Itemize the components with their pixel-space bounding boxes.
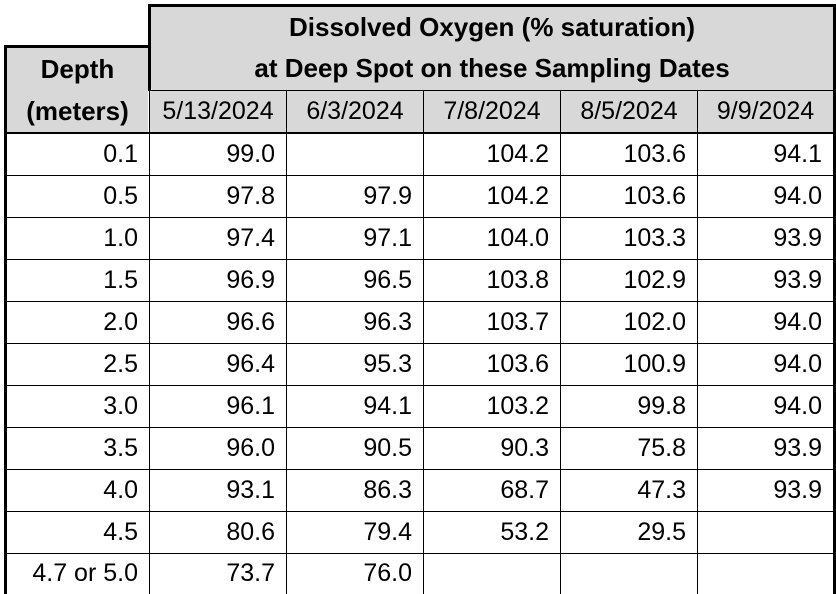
do-value-cell: 97.4 — [149, 216, 287, 260]
depth-header-line2: (meters) — [26, 96, 129, 126]
do-value-cell: 53.2 — [423, 510, 561, 554]
do-value-cell: 97.8 — [149, 174, 287, 218]
do-value-cell: 94.0 — [696, 342, 836, 386]
do-value-cell: 93.9 — [696, 216, 836, 260]
do-value-cell: 96.9 — [149, 258, 287, 302]
table-title-line1: Dissolved Oxygen (% saturation) — [289, 12, 695, 43]
table-title-cell: Dissolved Oxygen (% saturation) at Deep … — [147, 4, 836, 91]
table-row: 4.5 80.6 79.4 53.2 29.5 — [4, 510, 836, 554]
do-value-cell: 103.2 — [423, 384, 561, 428]
do-value-cell: 102.9 — [560, 258, 698, 302]
do-value-cell: 96.0 — [149, 426, 287, 470]
dissolved-oxygen-table: Dissolved Oxygen (% saturation) at Deep … — [4, 4, 836, 594]
do-value-cell: 96.1 — [149, 384, 287, 428]
table-row: 4.7 or 5.0 73.7 76.0 — [4, 552, 836, 594]
depth-cell: 1.5 — [4, 258, 150, 302]
table-row: 0.1 99.0 104.2 103.6 94.1 — [4, 132, 836, 176]
date-header-7-8-2024: 7/8/2024 — [423, 89, 561, 134]
table-row: 4.0 93.1 86.3 68.7 47.3 93.9 — [4, 468, 836, 512]
do-value-cell — [696, 552, 836, 594]
do-value-cell: 96.6 — [149, 300, 287, 344]
do-value-cell: 73.7 — [149, 552, 287, 594]
do-value-cell: 103.8 — [423, 258, 561, 302]
do-value-cell: 93.9 — [696, 426, 836, 470]
do-value-cell — [423, 552, 561, 594]
depth-cell: 2.5 — [4, 342, 150, 386]
do-value-cell: 103.6 — [560, 174, 698, 218]
do-value-cell: 29.5 — [560, 510, 698, 554]
do-value-cell: 100.9 — [560, 342, 698, 386]
do-value-cell — [696, 510, 836, 554]
do-value-cell: 104.2 — [423, 132, 561, 176]
table-row: 3.0 96.1 94.1 103.2 99.8 94.0 — [4, 384, 836, 428]
do-value-cell: 103.7 — [423, 300, 561, 344]
do-value-cell: 86.3 — [286, 468, 424, 512]
do-value-cell: 94.0 — [696, 384, 836, 428]
depth-cell: 1.0 — [4, 216, 150, 260]
table-row: 1.0 97.4 97.1 104.0 103.3 93.9 — [4, 216, 836, 260]
depth-cell: 4.7 or 5.0 — [4, 552, 150, 594]
do-value-cell: 68.7 — [423, 468, 561, 512]
depth-cell: 4.0 — [4, 468, 150, 512]
table-row: 2.5 96.4 95.3 103.6 100.9 94.0 — [4, 342, 836, 386]
table-title-line2: at Deep Spot on these Sampling Dates — [254, 53, 730, 84]
date-header-5-13-2024: 5/13/2024 — [149, 89, 287, 134]
do-value-cell: 94.0 — [696, 174, 836, 218]
do-value-cell: 99.0 — [149, 132, 287, 176]
do-value-cell: 94.0 — [696, 300, 836, 344]
depth-cell: 0.1 — [4, 132, 150, 176]
do-value-cell: 96.3 — [286, 300, 424, 344]
do-value-cell: 96.5 — [286, 258, 424, 302]
date-header-row: 5/13/2024 6/3/2024 7/8/2024 8/5/2024 9/9… — [6, 89, 836, 134]
table-row: 1.5 96.9 96.5 103.8 102.9 93.9 — [4, 258, 836, 302]
do-value-cell — [286, 132, 424, 176]
do-value-cell: 94.1 — [286, 384, 424, 428]
do-value-cell: 93.9 — [696, 258, 836, 302]
title-row: Dissolved Oxygen (% saturation) at Deep … — [5, 4, 836, 91]
do-value-cell: 93.9 — [696, 468, 836, 512]
table-row: 3.5 96.0 90.5 90.3 75.8 93.9 — [4, 426, 836, 470]
do-value-cell: 90.5 — [286, 426, 424, 470]
table-row: 2.0 96.6 96.3 103.7 102.0 94.0 — [4, 300, 836, 344]
depth-header-cell: Depth (meters) — [4, 45, 150, 134]
do-value-cell: 80.6 — [149, 510, 287, 554]
depth-cell: 3.5 — [4, 426, 150, 470]
do-value-cell: 102.0 — [560, 300, 698, 344]
do-value-cell: 103.6 — [560, 132, 698, 176]
depth-header-row: Depth (meters) — [4, 45, 835, 134]
depth-cell: 4.5 — [4, 510, 150, 554]
do-value-cell: 97.9 — [286, 174, 424, 218]
do-value-cell: 76.0 — [286, 552, 424, 594]
do-value-cell: 79.4 — [286, 510, 424, 554]
date-header-9-9-2024: 9/9/2024 — [696, 89, 836, 134]
do-value-cell: 103.3 — [560, 216, 698, 260]
table-row: 0.5 97.8 97.9 104.2 103.6 94.0 — [4, 174, 836, 218]
do-value-cell: 90.3 — [423, 426, 561, 470]
date-header-8-5-2024: 8/5/2024 — [560, 89, 698, 134]
empty-corner-cell — [5, 5, 150, 47]
depth-cell: 3.0 — [4, 384, 150, 428]
do-value-cell: 96.4 — [149, 342, 287, 386]
depth-cell: 2.0 — [4, 300, 150, 344]
do-value-cell: 75.8 — [560, 426, 698, 470]
do-value-cell: 95.3 — [286, 342, 424, 386]
do-value-cell: 97.1 — [286, 216, 424, 260]
depth-header-line1: Depth — [40, 54, 115, 84]
do-value-cell: 94.1 — [696, 132, 836, 176]
do-value-cell: 103.6 — [423, 342, 561, 386]
do-value-cell: 47.3 — [560, 468, 698, 512]
depth-cell: 0.5 — [4, 174, 150, 218]
do-value-cell: 104.0 — [423, 216, 561, 260]
do-value-cell: 93.1 — [149, 468, 287, 512]
date-header-6-3-2024: 6/3/2024 — [286, 89, 424, 134]
do-value-cell — [560, 552, 698, 594]
do-value-cell: 104.2 — [423, 174, 561, 218]
do-value-cell: 99.8 — [560, 384, 698, 428]
